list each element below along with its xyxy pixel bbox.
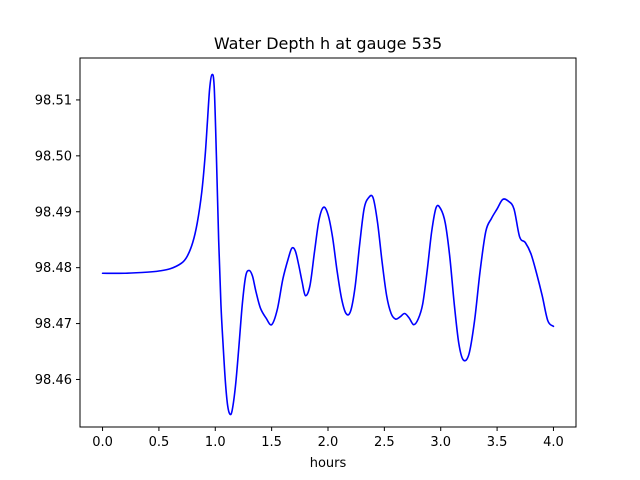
x-tick-label: 4.0 [543, 435, 564, 450]
chart-title: Water Depth h at gauge 535 [214, 34, 442, 53]
series-line [101, 73, 555, 416]
x-axis-label: hours [310, 456, 347, 471]
y-tick-label: 98.47 [35, 317, 72, 332]
y-tick-label: 98.48 [35, 261, 72, 276]
x-tick-label: 3.5 [487, 435, 508, 450]
x-tick-label: 2.5 [374, 435, 395, 450]
y-tick-label: 98.46 [35, 373, 72, 388]
plot-frame [79, 57, 577, 428]
x-tick-label: 0.0 [92, 435, 113, 450]
plot-area [101, 73, 555, 416]
x-axis: 0.0 0.5 1.0 1.5 2.0 2.5 3.0 3.5 4.0 [92, 427, 564, 450]
y-tick-label: 98.50 [35, 149, 72, 164]
x-tick-label: 1.5 [261, 435, 282, 450]
x-tick-label: 1.0 [205, 435, 226, 450]
x-tick-label: 0.5 [149, 435, 170, 450]
y-tick-label: 98.49 [35, 205, 72, 220]
x-tick-label: 2.0 [318, 435, 339, 450]
y-axis: 98.46 98.47 98.48 98.49 98.50 98.51 [35, 93, 80, 388]
x-tick-label: 3.0 [430, 435, 451, 450]
y-tick-label: 98.51 [35, 93, 72, 108]
